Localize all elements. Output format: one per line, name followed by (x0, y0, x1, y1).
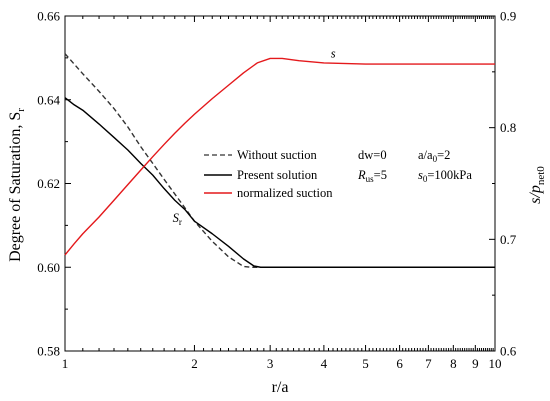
y-right-axis-ticks: 0.6 0.7 0.8 0.9 (489, 9, 517, 359)
x-tick-label-4: 4 (321, 356, 328, 371)
x-tick-label-6: 6 (396, 356, 403, 371)
y-right-tick-label: 0.8 (500, 120, 516, 135)
x-tick-label-7: 7 (425, 356, 432, 371)
x-axis-minor-ticks (82, 16, 494, 351)
legend-label-without-suction: Without suction (237, 148, 317, 162)
legend-label-present-solution: Present solution (237, 168, 318, 182)
series-line-present-solution (64, 97, 495, 268)
y-right-tick-label: 0.9 (500, 9, 516, 24)
param-s0: s0=100kPa (418, 168, 472, 184)
y-right-axis-title-sub: net0 (535, 166, 547, 185)
param-ratio: a/a0=2 (418, 148, 450, 164)
y-left-axis-title-main: Degree of Saturation, S (7, 112, 24, 262)
x-tick-label-1: 1 (62, 356, 69, 371)
legend: Without suction Present solution normali… (204, 148, 333, 200)
y-left-tick-label: 0.60 (37, 260, 60, 275)
y-left-tick-label: 0.64 (37, 92, 60, 107)
y-right-tick-label: 0.6 (500, 344, 517, 359)
y-right-axis-title: s/pnet0 (527, 166, 547, 204)
y-left-axis-ticks: 0.58 0.60 0.62 0.64 0.66 (37, 9, 71, 359)
y-left-tick-label: 0.58 (37, 344, 60, 359)
param-ratio-sub: 0 (433, 154, 438, 164)
y-left-axis-title-sub: r (15, 108, 27, 112)
series-lines (64, 53, 495, 268)
y-left-axis-title: Degree of Saturation, Sr (7, 108, 27, 262)
x-tick-label-10: 10 (489, 356, 502, 371)
param-rus-sub: us (366, 174, 375, 184)
x-tick-label-5: 5 (362, 356, 369, 371)
y-left-tick-label: 0.62 (37, 176, 60, 191)
x-axis-ticks: 1 2 3 4 5 6 7 8 9 10 (62, 16, 502, 371)
param-ratio-main: a/a (418, 148, 433, 162)
param-s0-main: s (418, 168, 423, 182)
series-line-normalized-suction (64, 57, 495, 256)
x-tick-label-9: 9 (472, 356, 479, 371)
param-dw: dw=0 (358, 148, 387, 162)
param-ratio-tail: =2 (437, 148, 450, 162)
legend-label-normalized-suction: normalized suction (237, 186, 333, 200)
param-s0-sub: 0 (423, 174, 428, 184)
param-rus-tail: =5 (374, 168, 387, 182)
x-axis-title: r/a (272, 379, 289, 396)
x-tick-label-3: 3 (267, 356, 274, 371)
param-rus-main: R (357, 168, 366, 182)
curve-labels: s Sr (173, 46, 336, 227)
x-tick-label-8: 8 (450, 356, 457, 371)
y-right-axis-title-main: s/p (527, 185, 544, 204)
y-left-tick-label: 0.66 (37, 9, 60, 24)
s-label: s (331, 46, 336, 60)
sr-label: Sr (173, 211, 182, 227)
x-tick-label-2: 2 (191, 356, 198, 371)
param-rus: Rus=5 (357, 168, 387, 184)
y-right-tick-label: 0.7 (500, 232, 517, 247)
param-s0-tail: =100kPa (427, 168, 472, 182)
parameter-annotations: dw=0 a/a0=2 Rus=5 s0=100kPa (357, 148, 472, 184)
